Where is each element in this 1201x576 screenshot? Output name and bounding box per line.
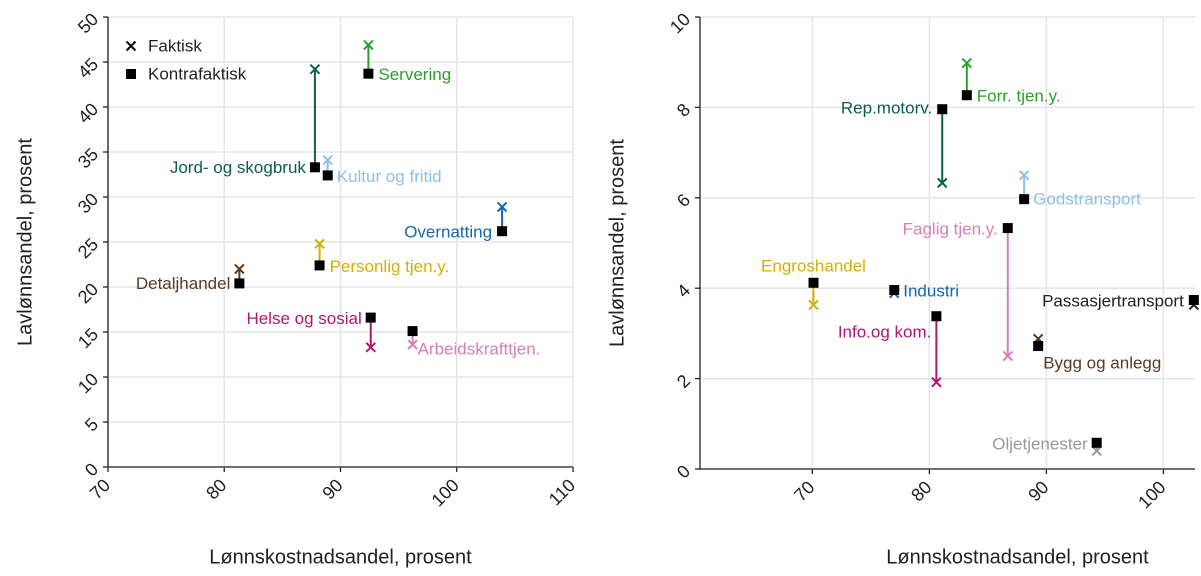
kontrafaktisk-marker bbox=[1091, 437, 1102, 448]
kontrafaktisk-marker bbox=[889, 285, 900, 296]
point-label: Info.og kom. bbox=[838, 323, 932, 342]
kontrafaktisk-marker bbox=[961, 90, 972, 101]
faktisk-marker bbox=[808, 299, 819, 311]
kontrafaktisk-marker bbox=[309, 162, 320, 173]
faktisk-marker bbox=[1018, 169, 1030, 181]
y-tick-label: 20 bbox=[74, 279, 102, 307]
point-label: Forr. tjen.y. bbox=[977, 87, 1061, 106]
y-tick-label: 45 bbox=[74, 54, 102, 82]
point-label: Personlig tjen.y. bbox=[330, 257, 450, 276]
point-label: Industri bbox=[903, 281, 959, 300]
y-axis-title: Lavlønnsandel, prosent bbox=[606, 139, 628, 347]
point-label: Arbeidskrafttjen. bbox=[418, 340, 541, 359]
point-label: Bygg og anlegg bbox=[1043, 354, 1161, 373]
faktisk-marker bbox=[931, 377, 942, 388]
y-tick-label: 10 bbox=[74, 369, 102, 397]
chart: 70 80 90 100 0 2 4 6 8 10 Lønnskostnadsandel, pros… bbox=[606, 9, 1200, 568]
x-tick-label: 100 bbox=[1134, 477, 1169, 512]
faktisk-marker bbox=[309, 63, 321, 75]
x-tick-label: 70 bbox=[86, 475, 114, 503]
kontrafaktisk-marker bbox=[808, 277, 819, 288]
point-label: Oljetjenester bbox=[992, 434, 1088, 453]
legend-marker bbox=[126, 69, 136, 79]
faktisk-marker bbox=[937, 177, 948, 189]
x-tick-label: 70 bbox=[790, 477, 818, 505]
y-tick-label: 2 bbox=[673, 371, 694, 392]
point-label: Engroshandel bbox=[761, 256, 866, 275]
x-tick-label: 90 bbox=[1024, 477, 1052, 505]
y-axis-title: Lavlønnsandel, prosent bbox=[14, 138, 36, 346]
faktisk-marker bbox=[961, 57, 973, 69]
point-label: Jord- og skogbruk bbox=[170, 158, 307, 177]
y-tick-label: 15 bbox=[74, 324, 102, 352]
x-axis-title: Lønnskostnadsandel, prosent bbox=[886, 546, 1149, 568]
point-label: Rep.motorv. bbox=[841, 99, 932, 118]
y-tick-label: 8 bbox=[673, 99, 694, 120]
x-tick-label: 110 bbox=[545, 475, 579, 509]
faktisk-marker bbox=[1002, 350, 1013, 362]
y-tick-label: 6 bbox=[673, 190, 694, 211]
point-label: Overnatting bbox=[404, 223, 492, 242]
legend-label: Faktisk bbox=[148, 36, 202, 55]
kontrafaktisk-marker bbox=[497, 226, 508, 237]
x-tick-label: 80 bbox=[907, 477, 935, 505]
kontrafaktisk-marker bbox=[322, 170, 333, 181]
chart: 70 80 90 100 11005101520253035404550Lønnskos… bbox=[14, 9, 579, 568]
y-tick-label: 4 bbox=[673, 280, 694, 301]
y-tick-label: 40 bbox=[74, 99, 102, 127]
kontrafaktisk-marker bbox=[407, 326, 418, 337]
y-tick-label: 5 bbox=[81, 414, 102, 435]
kontrafaktisk-marker bbox=[314, 260, 325, 271]
y-tick-label: 50 bbox=[74, 9, 102, 37]
kontrafaktisk-marker bbox=[937, 104, 948, 115]
faktisk-marker bbox=[1091, 445, 1102, 457]
faktisk-marker bbox=[363, 39, 374, 51]
point-label: Detaljhandel bbox=[136, 274, 231, 293]
point-label: Servering bbox=[378, 65, 451, 84]
y-tick-label: 25 bbox=[74, 234, 102, 262]
x-tick-label: 100 bbox=[428, 475, 463, 510]
y-tick-label: 30 bbox=[74, 189, 102, 217]
faktisk-marker bbox=[234, 263, 245, 275]
kontrafaktisk-marker bbox=[1019, 194, 1030, 205]
faktisk-marker bbox=[322, 154, 333, 166]
legend-label: Kontrafaktisk bbox=[148, 64, 247, 83]
x-axis-title: Lønnskostnadsandel, prosent bbox=[209, 546, 472, 568]
y-tick-label: 35 bbox=[74, 144, 102, 172]
kontrafaktisk-marker bbox=[363, 68, 374, 79]
kontrafaktisk-marker bbox=[1033, 341, 1044, 352]
point-label: Godstransport bbox=[1033, 190, 1141, 209]
point-label: Kultur og fritid bbox=[337, 167, 442, 186]
point-label: Passasjertransport bbox=[1042, 291, 1184, 310]
kontrafaktisk-marker bbox=[931, 311, 942, 322]
y-tick-label: 10 bbox=[666, 9, 694, 37]
x-tick-label: 80 bbox=[202, 475, 230, 503]
point-label: Faglig tjen.y. bbox=[903, 220, 998, 239]
kontrafaktisk-marker bbox=[234, 278, 245, 289]
point-label: Helse og sosial bbox=[246, 309, 361, 328]
faktisk-marker bbox=[496, 201, 508, 213]
faktisk-marker bbox=[314, 238, 325, 250]
kontrafaktisk-marker bbox=[1188, 294, 1199, 305]
kontrafaktisk-marker bbox=[1002, 223, 1013, 234]
faktisk-marker bbox=[365, 342, 376, 353]
kontrafaktisk-marker bbox=[365, 312, 376, 323]
x-tick-label: 90 bbox=[318, 475, 346, 503]
y-tick-label: 0 bbox=[673, 461, 694, 482]
faktisk-marker bbox=[407, 339, 418, 350]
legend-marker bbox=[125, 40, 137, 52]
